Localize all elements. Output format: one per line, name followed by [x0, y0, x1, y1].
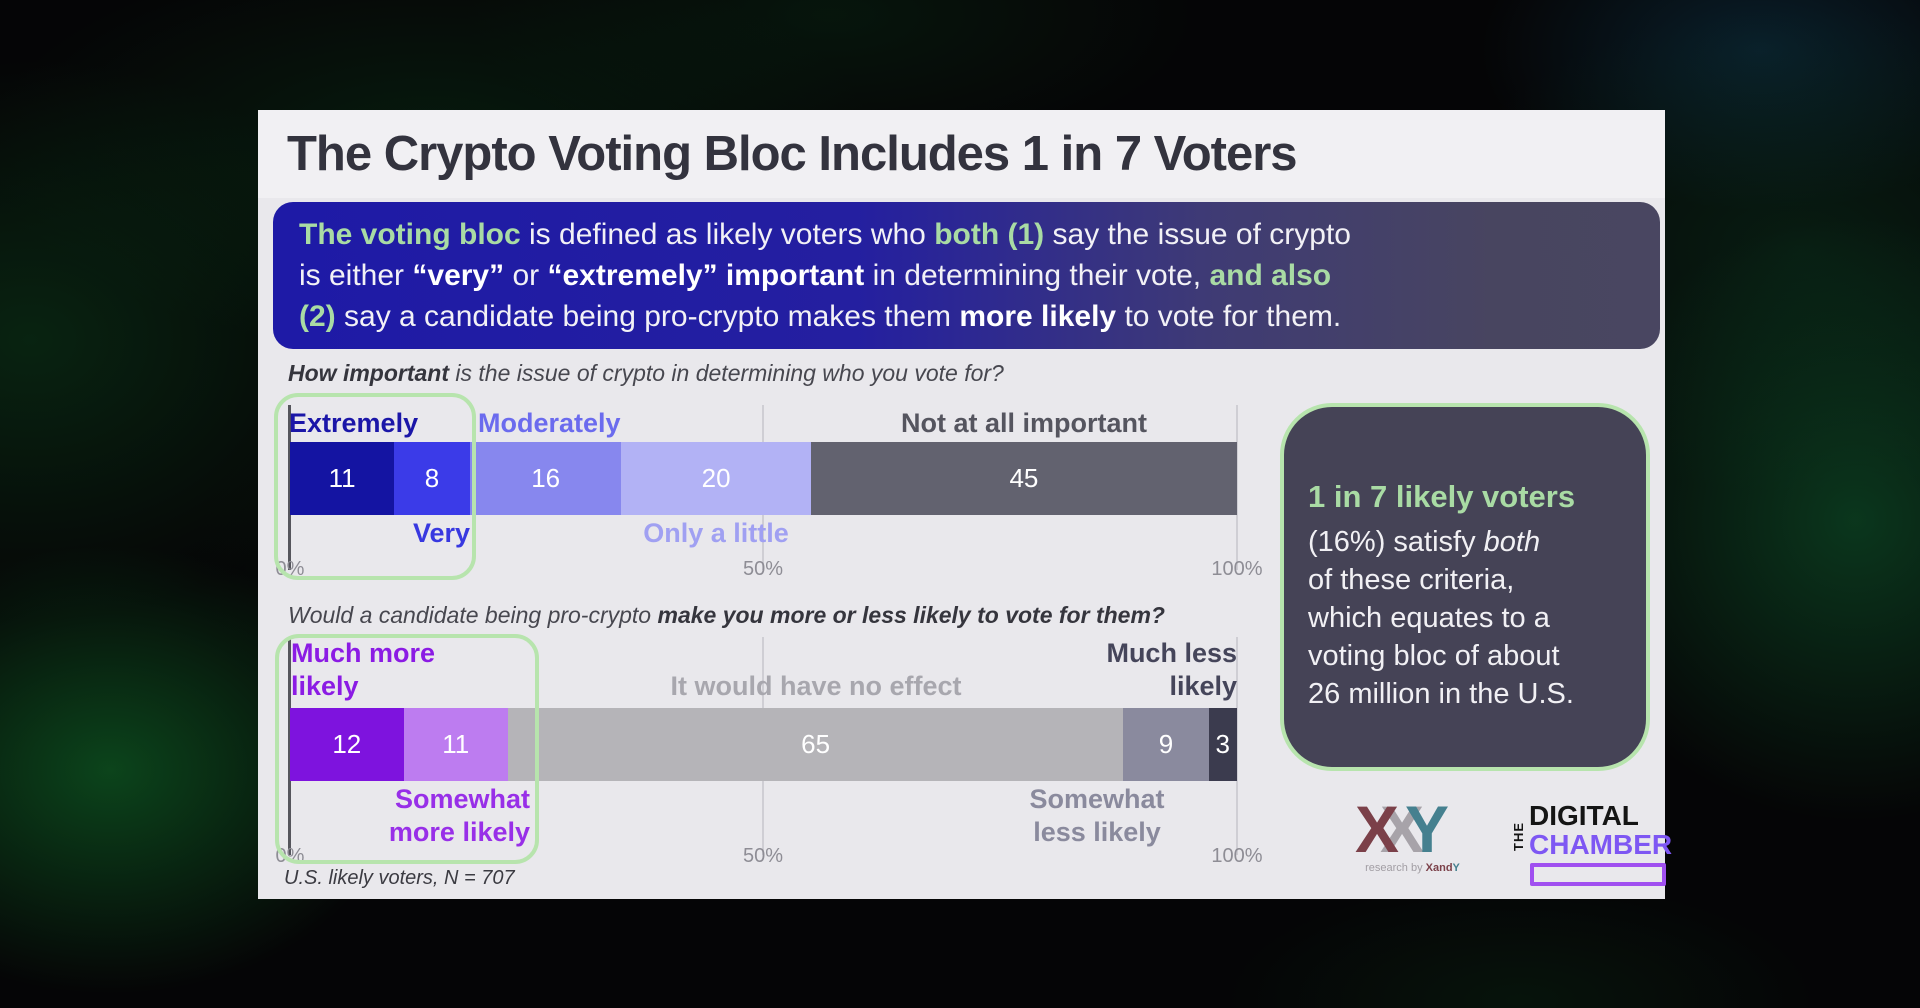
- xandy-letter-x-gray: X: [1380, 792, 1425, 866]
- tick-100-chart1: 100%: [1211, 558, 1263, 580]
- tick-100-chart2: 100%: [1211, 845, 1263, 867]
- label-somewhat-more-likely: Somewhat more likely: [388, 784, 530, 847]
- digital-chamber-the: THE: [1511, 822, 1526, 851]
- bar-value-label: 16: [531, 463, 561, 493]
- label-no-effect: It would have no effect: [670, 671, 962, 701]
- label-only-a-little: Only a little: [643, 518, 789, 548]
- bar-value-label: 11: [442, 729, 470, 759]
- bar-segment-much-more-likely: 12: [290, 708, 404, 781]
- digital-chamber-digital: DIGITAL: [1529, 800, 1639, 831]
- bar-segment-moderately: 16: [469, 442, 622, 515]
- xandy-caption: research by XandY: [1355, 862, 1470, 874]
- label-not-at-all-important: Not at all important: [900, 408, 1148, 438]
- xandy-caption-brand: Xand: [1425, 862, 1453, 874]
- bar-segment-not-at-all-important: 45: [810, 442, 1237, 515]
- gridline-100-chart1: [1236, 405, 1238, 570]
- definition-banner: The voting bloc is defined as likely vot…: [273, 202, 1660, 349]
- card-header: The Crypto Voting Bloc Includes 1 in 7 V…: [258, 110, 1665, 198]
- xandy-letter-y-teal: Y: [1405, 792, 1450, 866]
- digital-chamber-logo: THE DIGITAL CHAMBER: [1511, 800, 1672, 886]
- bar-segment-it-would-have-no-effect: 65: [507, 708, 1124, 781]
- footnote: U.S. likely voters, N = 707: [284, 867, 515, 889]
- infographic-card: The Crypto Voting Bloc Includes 1 in 7 V…: [258, 110, 1672, 899]
- bar-segment-somewhat-more-likely: 11: [403, 708, 508, 781]
- axis-line-chart1: [288, 405, 291, 570]
- bar-importance: 11 8 16 20 45: [290, 442, 1237, 515]
- question-importance: How important is the issue of crypto in …: [288, 360, 1004, 386]
- xandy-caption-brand-y: Y: [1452, 862, 1460, 874]
- xandy-caption-prefix: research by: [1365, 862, 1426, 874]
- tick-50-chart2: 50%: [742, 845, 784, 867]
- bar-value-label: 65: [801, 729, 831, 759]
- bar-segment-only-a-little: 20: [621, 442, 811, 515]
- bar-candidate: 12 11 65 9 3: [290, 708, 1237, 781]
- label-very: Very: [412, 518, 470, 548]
- page-title: The Crypto Voting Bloc Includes 1 in 7 V…: [287, 127, 1298, 181]
- bar-segment-somewhat-less-likely: 9: [1123, 708, 1209, 781]
- bar-segment-very: 8: [394, 442, 470, 515]
- callout-heading: 1 in 7 likely voters: [1308, 479, 1576, 514]
- axis-line-chart2: [288, 637, 291, 855]
- bar-value-label: 12: [332, 729, 362, 759]
- bar-value-label: 20: [701, 463, 731, 493]
- bar-value-label: 3: [1215, 729, 1231, 759]
- label-much-less-likely: Much less likely: [1106, 638, 1237, 701]
- tick-0-chart1: 0%: [275, 558, 305, 580]
- tick-50-chart1: 50%: [742, 558, 784, 580]
- callout-body: (16%) satisfy both of these criteria, whic…: [1308, 526, 1574, 710]
- digital-chamber-underline-box: [1530, 863, 1666, 886]
- xandy-letter-x-maroon: X: [1355, 792, 1400, 866]
- xandy-logo: X X Y research by XandY: [1355, 792, 1470, 883]
- label-moderately: Moderately: [478, 408, 621, 438]
- bar-value-label: 9: [1158, 729, 1174, 759]
- question-candidate: Would a candidate being pro-crypto make …: [288, 602, 1165, 628]
- digital-chamber-chamber: CHAMBER: [1529, 829, 1673, 860]
- label-somewhat-less-likely: Somewhat less likely: [1029, 784, 1165, 847]
- bar-segment-much-less-likely: 3: [1208, 708, 1237, 781]
- bar-value-label: 11: [328, 463, 356, 493]
- label-extremely: Extremely: [289, 408, 419, 438]
- gridline-100-chart2: [1236, 637, 1238, 855]
- bar-value-label: 45: [1009, 463, 1039, 493]
- callout-panel: 1 in 7 likely voters (16%) satisfy both o…: [1280, 403, 1650, 771]
- bar-value-label: 8: [424, 463, 440, 493]
- bar-segment-extremely: 11: [290, 442, 395, 515]
- tick-0-chart2: 0%: [275, 845, 305, 867]
- label-much-more-likely: Much more likely: [291, 638, 436, 701]
